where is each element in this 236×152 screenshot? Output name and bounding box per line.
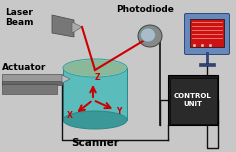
Text: X: X [67, 111, 73, 120]
FancyBboxPatch shape [169, 78, 216, 123]
Polygon shape [52, 15, 74, 37]
FancyBboxPatch shape [2, 81, 62, 85]
Ellipse shape [64, 60, 126, 76]
Text: Scanner: Scanner [71, 138, 119, 148]
Ellipse shape [138, 25, 162, 47]
Ellipse shape [140, 28, 156, 42]
Ellipse shape [63, 59, 127, 77]
Polygon shape [72, 22, 82, 33]
Text: Photodiode: Photodiode [116, 5, 174, 14]
FancyBboxPatch shape [168, 75, 218, 125]
FancyBboxPatch shape [190, 19, 224, 47]
FancyBboxPatch shape [63, 68, 127, 120]
FancyBboxPatch shape [2, 84, 57, 94]
Text: CONTROL
UNIT: CONTROL UNIT [174, 93, 212, 107]
Text: Z: Z [95, 73, 101, 82]
FancyBboxPatch shape [199, 63, 215, 66]
Ellipse shape [63, 111, 127, 129]
FancyBboxPatch shape [2, 74, 62, 84]
FancyBboxPatch shape [185, 14, 229, 55]
Text: Actuator: Actuator [2, 63, 46, 72]
Text: Laser
Beam: Laser Beam [5, 8, 34, 27]
Polygon shape [62, 75, 70, 83]
Text: Y: Y [116, 107, 121, 116]
